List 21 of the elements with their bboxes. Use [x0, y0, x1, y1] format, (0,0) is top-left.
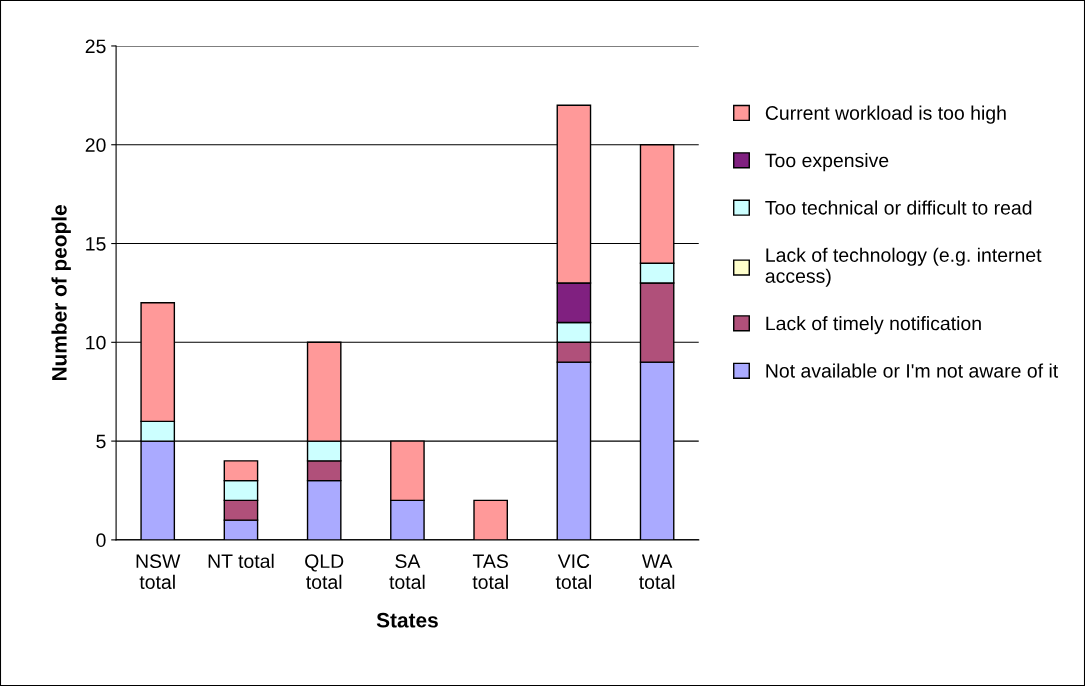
legend-label: Current workload is too high [765, 105, 1006, 124]
y-tick-label: 0 [96, 533, 106, 548]
x-tick-label: QLD total [305, 554, 344, 589]
y-tick-label: 25 [85, 39, 106, 54]
y-tick-label: 15 [86, 237, 106, 251]
y-tick-label: 10 [86, 335, 106, 350]
y-tick-label: 5 [96, 434, 106, 449]
y-tick-label: 20 [85, 138, 106, 152]
legend-label: Lack of technology (e.g. internet access) [765, 247, 1042, 287]
x-tick-label: NSW total [136, 554, 181, 589]
x-tick-label: VIC total [555, 554, 591, 589]
x-axis-title: States [376, 612, 438, 628]
legend-label: Too technical or difficult to read [765, 200, 1032, 215]
x-tick-label: WA total [639, 554, 675, 589]
x-tick-label: SA total [389, 554, 425, 589]
x-tick-label: NT total [208, 553, 274, 569]
y-axis-title: Number of people [51, 205, 71, 381]
legend-label: Too expensive [765, 153, 889, 172]
legend-label: Lack of timely notification [766, 316, 981, 335]
legend-label: Not available or I'm not aware of it [766, 363, 1059, 378]
x-tick-label: TAS total [472, 554, 508, 589]
